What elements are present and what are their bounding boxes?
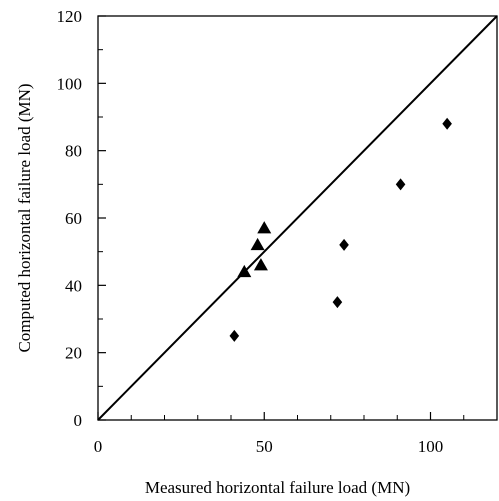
diamond-marker	[339, 238, 349, 251]
y-axis-title: Computed horizontal failure load (MN)	[15, 83, 34, 352]
x-axis-title: Measured horizontal failure load (MN)	[145, 478, 410, 497]
y-tick-label: 120	[57, 7, 83, 26]
y-tick-label: 80	[65, 142, 82, 161]
x-axis-ticks: 0 50 100	[94, 412, 465, 456]
triangle-marker	[257, 221, 272, 234]
x-tick-label: 0	[94, 437, 103, 456]
identity-reference-line	[97, 15, 498, 421]
y-tick-label: 40	[65, 276, 82, 295]
diamond-marker	[442, 117, 452, 130]
y-tick-label: 60	[65, 209, 82, 228]
x-tick-label: 100	[418, 437, 444, 456]
y-tick-label: 100	[57, 74, 83, 93]
x-tick-label: 50	[256, 437, 273, 456]
y-axis-ticks: 0 20 40 60 80 100 120	[57, 7, 106, 430]
diamond-marker	[332, 296, 343, 309]
triangle-marker	[250, 237, 265, 251]
diamond-marker	[395, 178, 406, 191]
y-tick-label: 0	[74, 411, 83, 430]
y-tick-label: 20	[65, 344, 82, 363]
data-points	[229, 117, 452, 342]
triangle-marker	[253, 258, 268, 271]
triangle-marker	[237, 264, 252, 278]
diamond-marker	[229, 329, 240, 342]
